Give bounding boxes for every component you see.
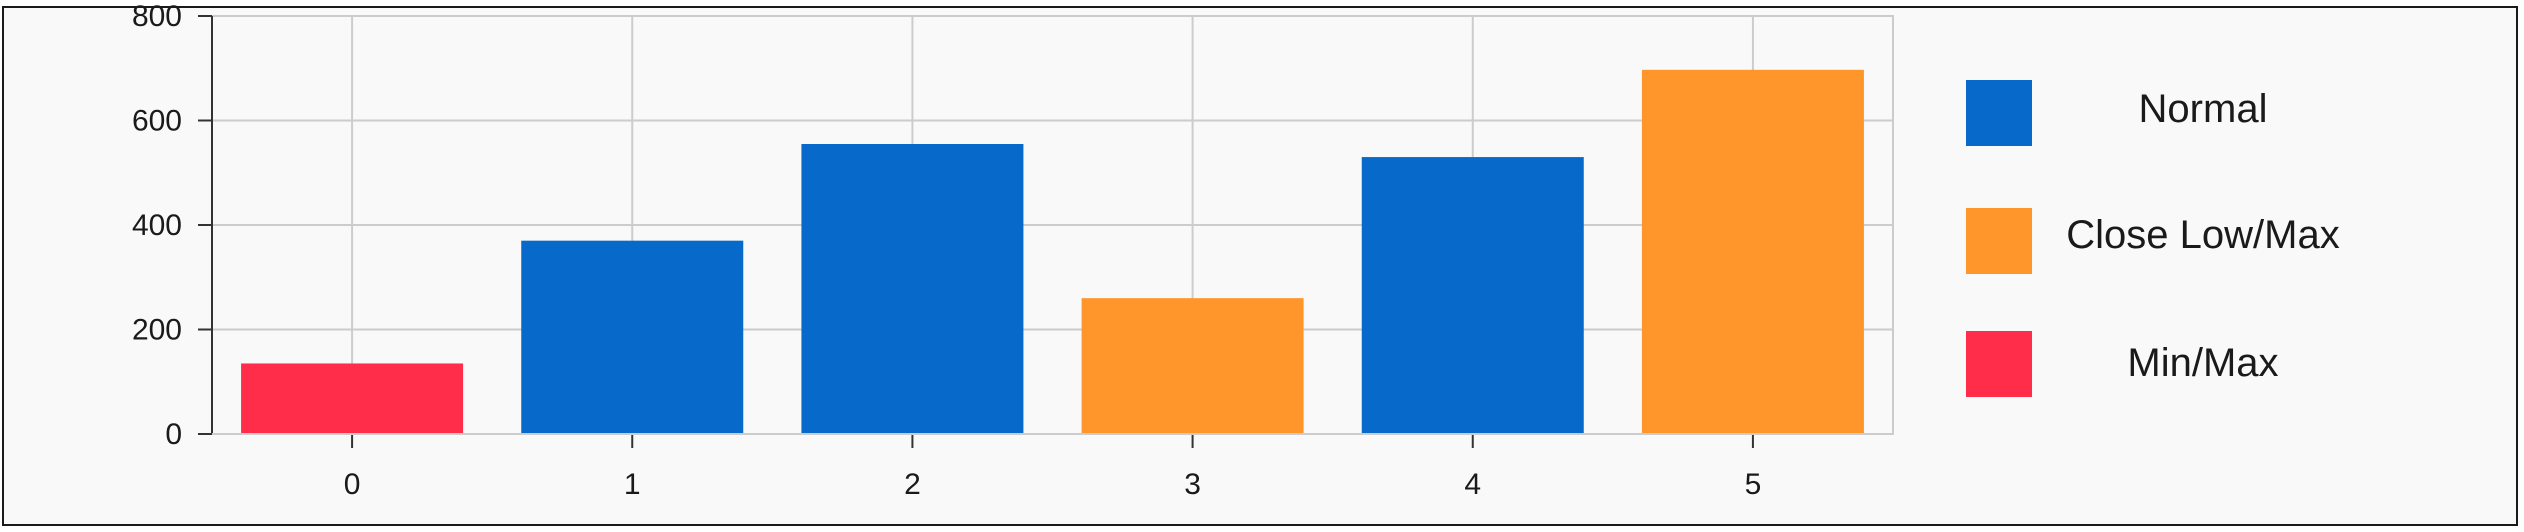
bar (521, 240, 744, 434)
bar (1641, 69, 1864, 434)
x-tick-label: 2 (904, 468, 921, 501)
y-tick-label: 200 (132, 314, 182, 347)
legend-label: Close Low/Max (2066, 213, 2339, 257)
bar (1081, 298, 1304, 434)
y-tick-label: 600 (132, 105, 182, 138)
grid-lines (211, 15, 1894, 435)
legend-swatch (1966, 80, 2032, 146)
legend-label: Min/Max (2127, 341, 2278, 385)
legend-swatch (1966, 331, 2032, 397)
legend-swatch (1966, 208, 2032, 274)
bar (1361, 157, 1584, 434)
x-tick-label: 1 (624, 468, 641, 501)
bars (241, 69, 1864, 434)
x-tick-label: 0 (344, 468, 361, 501)
y-tick-label: 0 (165, 418, 182, 451)
legend: Normal Close Low/Max Min/Max (1966, 80, 2340, 397)
axes: 0 200 400 600 800 0 1 2 3 4 5 (132, 0, 1893, 501)
bar (801, 144, 1024, 434)
x-tick-label: 5 (1745, 468, 1762, 501)
legend-label: Normal (2139, 87, 2268, 131)
y-tick-label: 400 (132, 209, 182, 242)
y-tick-label: 800 (132, 0, 182, 33)
x-tick-label: 3 (1184, 468, 1201, 501)
bar (241, 363, 464, 434)
x-tick-label: 4 (1464, 468, 1481, 501)
chart-frame (2, 6, 2518, 526)
